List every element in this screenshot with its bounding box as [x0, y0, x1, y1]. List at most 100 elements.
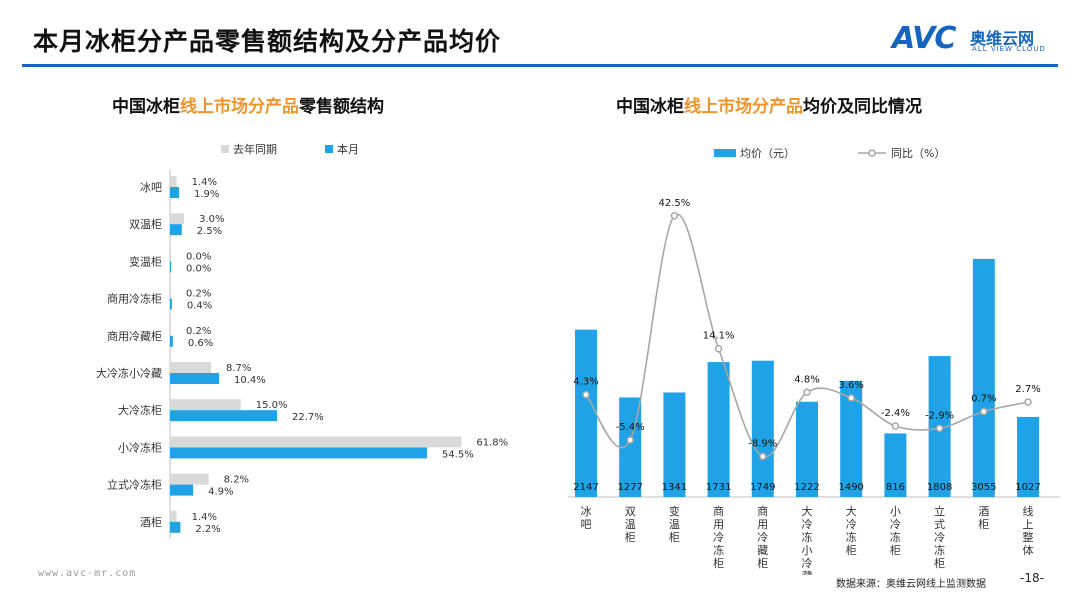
price-value-label: 1277: [617, 482, 642, 493]
yoy-marker: [935, 424, 944, 433]
category-label: 酒柜: [978, 505, 989, 531]
left-title-highlight: 线上市场分产品: [180, 97, 299, 117]
logo-avc-text: AVC: [892, 21, 956, 56]
price-combo-chart: 均价（元） 同比（%） 2147 冰吧 1277 双温柜 1341 变温柜 1731 商用冷冻柜 1…: [568, 147, 1061, 575]
category-label: 线上整体: [1023, 504, 1034, 557]
category-label: 大冷冻柜: [846, 504, 857, 557]
price-bar: [1017, 416, 1039, 497]
yoy-marker: [759, 452, 767, 461]
yoy-marker: [980, 407, 988, 416]
price-bar: [840, 380, 863, 497]
value-label-current: 10.4%: [234, 375, 266, 386]
category-label: 立式冷冻柜: [107, 478, 162, 492]
price-bar: [707, 362, 730, 497]
legend-swatch-current: [325, 145, 333, 153]
value-label-current: 4.9%: [208, 487, 233, 498]
yoy-value-label: -2.9%: [925, 410, 954, 421]
price-value-label: 2147: [573, 482, 598, 493]
right-title-part1: 中国冰柜: [616, 97, 684, 117]
left-chart-title: 中国冰柜线上市场分产品零售额结构: [112, 92, 384, 117]
yoy-value-label: 0.7%: [971, 393, 996, 404]
bar-current: [170, 410, 278, 422]
legend-swatch-price: [714, 149, 736, 157]
yoy-value-label: 42.5%: [659, 198, 691, 209]
value-label-current: 22.7%: [292, 412, 324, 423]
price-value-label: 1341: [662, 482, 687, 493]
price-value-label: 1808: [927, 482, 952, 493]
bar-current: [170, 335, 173, 347]
category-label: 冰吧: [581, 505, 592, 531]
bar-prior: [170, 473, 209, 485]
value-label-current: 54.5%: [442, 449, 474, 460]
category-label: 商用冷冻柜: [107, 292, 162, 306]
price-value-label: 816: [886, 482, 905, 493]
price-value-label: 1490: [838, 482, 863, 493]
page-number: -18-: [1020, 571, 1044, 585]
yoy-marker: [847, 394, 855, 402]
bar-prior: [170, 436, 462, 448]
yoy-marker: [670, 212, 679, 220]
price-value-label: 1749: [750, 482, 775, 493]
left-title-part1: 中国冰柜: [112, 97, 180, 117]
yoy-marker: [714, 344, 723, 353]
bar-prior: [170, 176, 177, 187]
legend-marker-yoy: [868, 149, 876, 157]
legend-label-yoy: 同比（%）: [891, 147, 945, 160]
value-label-prior: 0.2%: [186, 326, 211, 337]
price-bar: [972, 258, 995, 497]
avc-logo: AVC 奥维云网 ALL VIEW CLOUD: [892, 22, 1062, 58]
value-label-prior: 0.2%: [186, 289, 211, 300]
page-title: 本月冰柜分产品零售额结构及分产品均价: [33, 27, 502, 56]
yoy-marker: [891, 422, 900, 430]
category-label: 大冷冻小冷藏: [96, 366, 162, 380]
footer-url: www.avc-mr.com: [38, 568, 137, 579]
price-value-label: 1027: [1015, 482, 1040, 493]
category-label: 变温柜: [129, 254, 162, 268]
bar-prior: [170, 362, 212, 373]
category-label: 变温柜: [669, 504, 680, 544]
legend-swatch-prior: [221, 145, 229, 153]
price-value-label: 1222: [794, 482, 819, 493]
yoy-value-label: -2.4%: [881, 408, 910, 419]
bar-current: [170, 521, 181, 533]
legend-label-prior: 去年同期: [233, 142, 277, 156]
category-label: 商用冷冻柜: [713, 504, 724, 570]
value-label-current: 2.2%: [195, 524, 220, 535]
yoy-value-label: 3.6%: [838, 380, 863, 391]
value-label-prior: 3.0%: [199, 214, 224, 225]
yoy-value-label: 4.3%: [573, 377, 598, 388]
price-value-label: 1731: [706, 482, 731, 493]
header-rule: [22, 64, 1058, 67]
category-label: 小冷冻柜: [118, 440, 162, 454]
bar-prior: [170, 250, 171, 262]
price-value-label: 3055: [971, 482, 996, 493]
left-title-part3: 零售额结构: [299, 97, 384, 117]
right-title-highlight: 线上市场分产品: [684, 97, 803, 117]
value-label-current: 0.6%: [188, 338, 213, 349]
category-label: 冰吧: [140, 181, 162, 194]
value-label-current: 2.5%: [197, 226, 222, 237]
yoy-value-label: 14.1%: [703, 331, 735, 342]
category-label: 双温柜: [625, 505, 636, 544]
yoy-value-label: -5.4%: [616, 422, 645, 433]
price-bar: [796, 401, 818, 497]
data-source: 数据来源：奥维云网线上监测数据: [836, 579, 986, 590]
value-label-current: 1.9%: [194, 189, 219, 200]
category-label: 大冷冻柜: [118, 403, 162, 417]
value-label-prior: 0.0%: [186, 251, 211, 262]
value-label-prior: 8.2%: [224, 475, 249, 486]
right-title-part3: 均价及同比情况: [803, 97, 922, 117]
bar-current: [170, 261, 171, 273]
category-label: 商用冷藏柜: [757, 504, 768, 570]
bar-current: [170, 373, 220, 384]
category-label: 小冷冻柜: [890, 505, 901, 557]
logo-en-text: ALL VIEW CLOUD: [972, 45, 1046, 53]
value-label-current: 0.4%: [187, 301, 212, 312]
legend-label-price: 均价（元）: [740, 147, 795, 160]
yoy-marker: [1024, 398, 1032, 406]
price-bar: [575, 329, 597, 497]
bar-current: [170, 224, 182, 236]
bar-prior: [170, 287, 171, 299]
bar-current: [170, 484, 194, 496]
